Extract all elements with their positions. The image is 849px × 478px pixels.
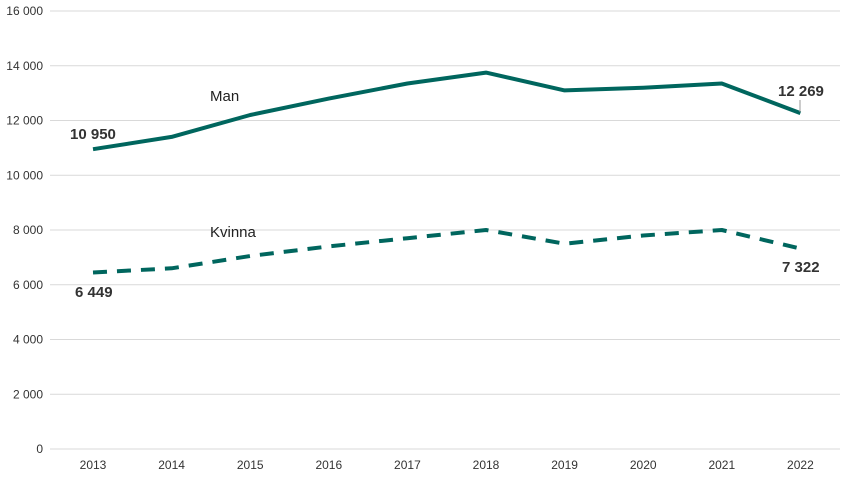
x-axis-ticks: 2013 2014 2015 2016 2017 2018 2019 2020 2021 2022 bbox=[80, 458, 814, 472]
x-tick-label: 2019 bbox=[551, 458, 578, 472]
series-lines bbox=[92, 70, 802, 275]
y-tick-label: 0 bbox=[36, 442, 43, 456]
y-tick-label: 2 000 bbox=[13, 387, 43, 401]
series-line-man bbox=[92, 70, 802, 152]
series-line-kvinna bbox=[92, 228, 801, 275]
series-label-kvinna: Kvinna bbox=[210, 224, 257, 241]
y-tick-label: 16 000 bbox=[6, 4, 43, 18]
x-tick-label: 2021 bbox=[708, 458, 735, 472]
annotations: Man Kvinna 10 950 12 269 6 449 7 322 bbox=[70, 83, 824, 301]
y-tick-label: 14 000 bbox=[6, 59, 43, 73]
y-tick-label: 4 000 bbox=[13, 333, 43, 347]
y-axis-ticks: 0 2 000 4 000 6 000 8 000 10 000 12 000 14 000 1… bbox=[6, 4, 43, 456]
data-label-man-first: 10 950 bbox=[70, 126, 116, 143]
y-tick-label: 12 000 bbox=[6, 114, 43, 128]
x-tick-label: 2018 bbox=[473, 458, 500, 472]
data-label-man-last: 12 269 bbox=[778, 83, 824, 100]
x-tick-label: 2022 bbox=[787, 458, 814, 472]
y-tick-label: 6 000 bbox=[13, 278, 43, 292]
x-tick-label: 2020 bbox=[630, 458, 657, 472]
x-tick-label: 2015 bbox=[237, 458, 264, 472]
data-label-kvinna-last: 7 322 bbox=[782, 259, 820, 276]
series-label-man: Man bbox=[210, 88, 239, 105]
y-tick-label: 8 000 bbox=[13, 223, 43, 237]
x-tick-label: 2017 bbox=[394, 458, 421, 472]
gridlines bbox=[50, 10, 840, 450]
x-tick-label: 2013 bbox=[80, 458, 107, 472]
data-label-kvinna-first: 6 449 bbox=[75, 284, 113, 301]
y-tick-label: 10 000 bbox=[6, 168, 43, 182]
x-tick-label: 2014 bbox=[158, 458, 185, 472]
x-tick-label: 2016 bbox=[315, 458, 342, 472]
